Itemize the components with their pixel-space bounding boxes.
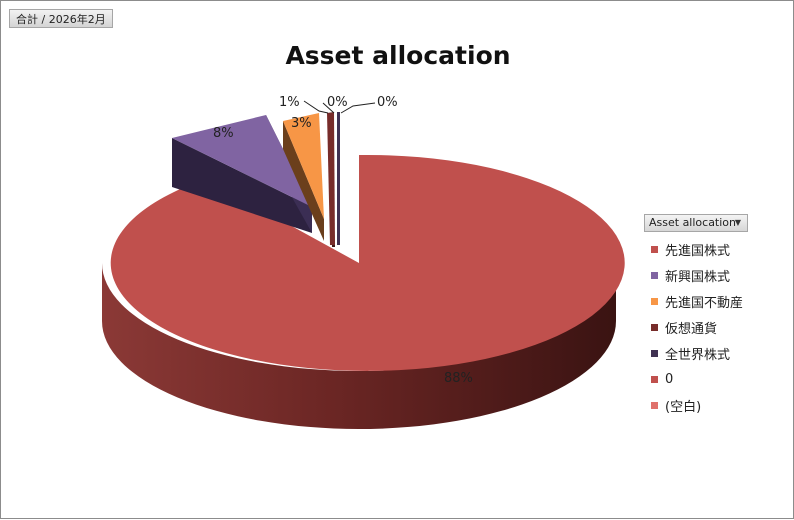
legend-entry[interactable]: 先進国株式 [651,236,743,262]
dropdown-arrow-icon[interactable]: ▼ [734,218,741,227]
data-label-先進国不動産: 3% [291,116,312,131]
legend-label: 先進国株式 [665,243,731,259]
leader-line-仮想通貨 [303,100,329,114]
legend-field-button[interactable]: Asset allocation ▼ [644,214,748,232]
legend-label: 全世界株式 [665,347,731,363]
chart-title: Asset allocation [285,41,511,70]
legend-swatch [651,271,658,279]
legend-label: 仮想通貨 [665,321,718,337]
slice-先進国不動産[interactable] [283,113,324,219]
legend-swatch [651,349,658,357]
slice-side-先進国株式[interactable] [102,263,616,429]
slice-新興国株式[interactable] [172,115,312,207]
data-label-仮想通貨: 1% [279,95,300,110]
slice-side-先進国不動産[interactable] [283,121,324,241]
legend-label: 0 [665,371,674,387]
legend: 先進国株式新興国株式先進国不動産 仮想通貨全世界株式 0 (空白) [651,236,743,418]
legend-swatch [651,297,658,305]
data-label-全世界株式: 0% [327,95,348,110]
legend-label: 先進国不動産 [665,295,744,311]
slice-仮想通貨[interactable] [327,112,335,245]
legend-swatch [651,375,658,383]
legend-entry[interactable]: 新興国株式 [651,262,743,288]
leader-line-0 [340,102,376,114]
slice-side-新興国株式[interactable] [172,138,312,233]
data-label-0: 0% [377,95,398,110]
data-label-新興国株式: 8% [213,126,234,141]
legend-swatch [651,245,658,253]
legend-entry[interactable]: 仮想通貨 [651,314,743,340]
legend-field-label: Asset allocation [649,216,737,229]
legend-entry[interactable]: 全世界株式 [651,340,743,366]
slice-全世界株式[interactable] [337,112,340,245]
legend-label: (空白) [665,399,702,415]
pivot-field-button[interactable]: 合計 / 2026年2月 [9,9,113,28]
data-label-先進国株式: 88% [444,371,473,386]
legend-entry[interactable]: 先進国不動産 [651,288,743,314]
legend-swatch [651,401,658,409]
legend-entry[interactable]: (空白) [651,392,743,418]
legend-entry[interactable]: 0 [651,366,743,392]
legend-swatch [651,323,658,331]
legend-label: 新興国株式 [665,269,731,285]
leader-line-全世界株式 [322,102,335,114]
